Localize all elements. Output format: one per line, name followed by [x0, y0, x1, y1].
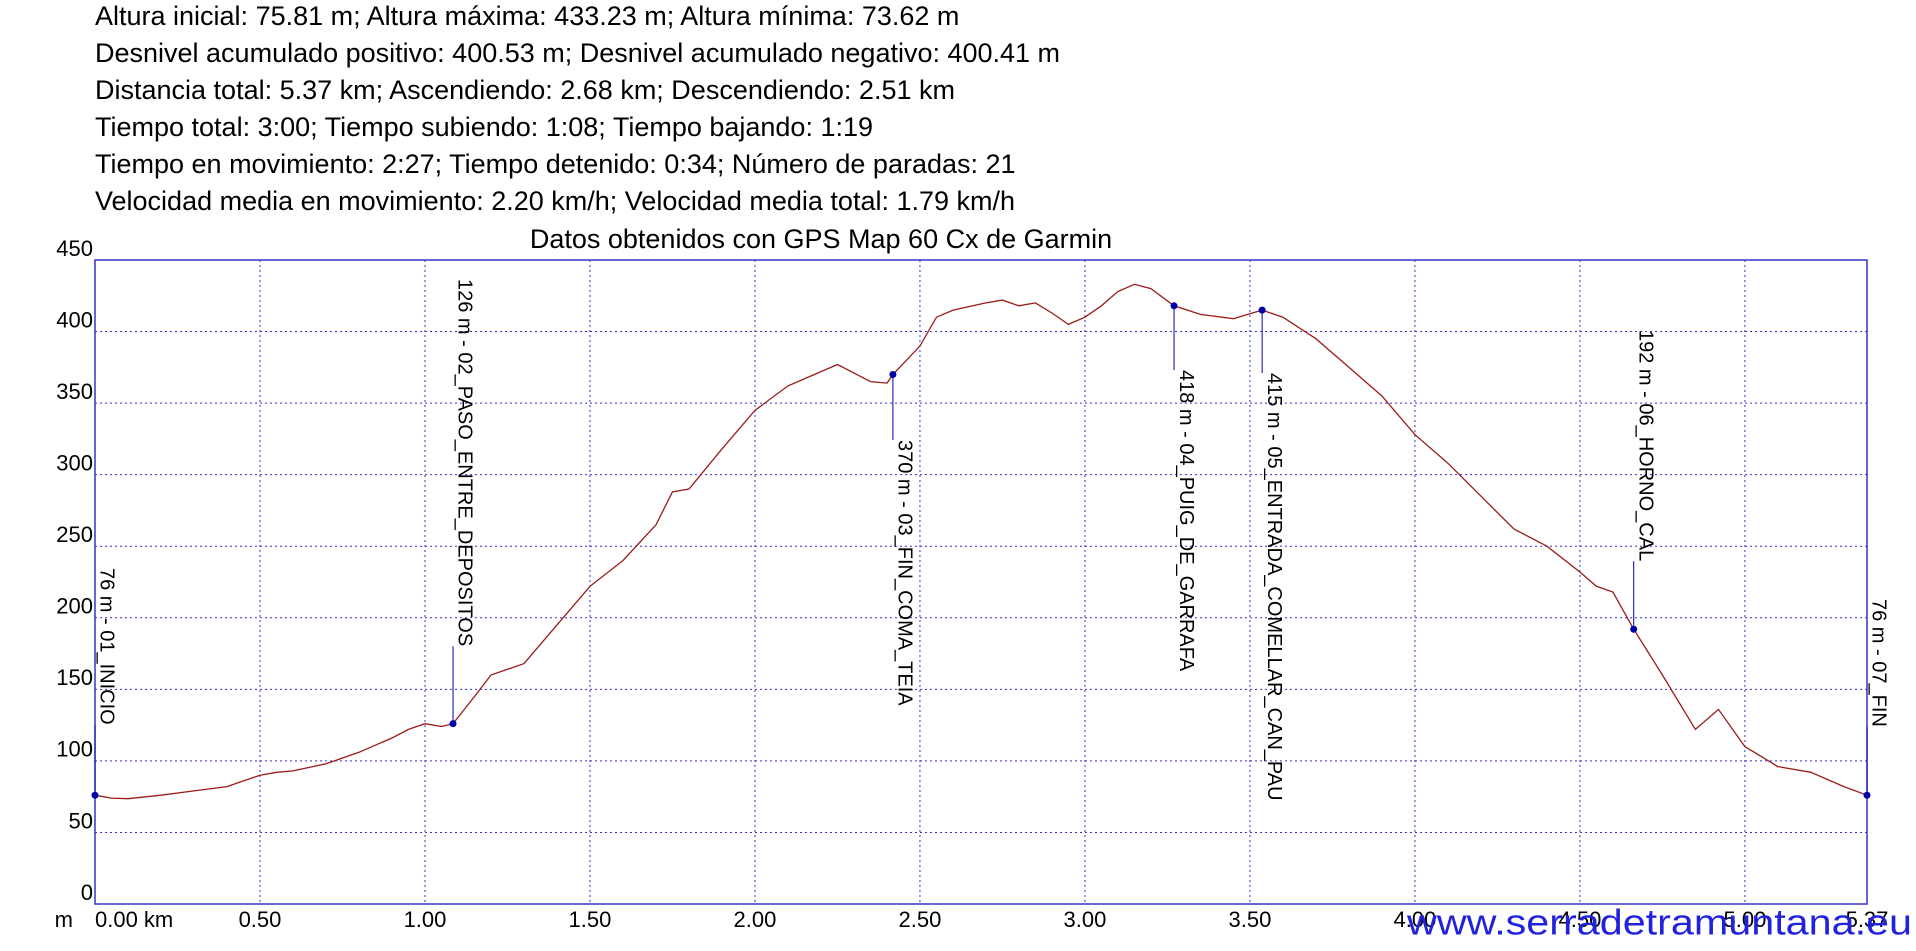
y-tick-label: 300: [56, 450, 93, 475]
waypoint: [889, 370, 897, 378]
waypoint: [1170, 302, 1178, 310]
header-line: Tiempo total: 3:00; Tiempo subiendo: 1:0…: [95, 112, 873, 142]
waypoint: [1863, 791, 1871, 799]
waypoint-label: 76 m - 07_FIN: [1868, 599, 1890, 727]
y-tick-label: 250: [56, 522, 93, 547]
y-tick-label: 150: [56, 665, 93, 690]
header-line: Tiempo en movimiento: 2:27; Tiempo deten…: [95, 149, 1016, 179]
y-tick-label: 100: [56, 737, 93, 762]
waypoint-label: 370 m - 03_FIN_COMA_TEIA: [894, 440, 916, 706]
header-line: Altura inicial: 75.81 m; Altura máxima: …: [95, 1, 959, 31]
waypoint-label: 126 m - 02_PASO_ENTRE_DEPOSITOS: [454, 279, 476, 646]
plot-frame: [94, 259, 1868, 905]
waypoint: [91, 791, 99, 799]
x-tick-label: 1.00: [404, 907, 447, 932]
waypoint-label: 418 m - 04_PUIG_DE_GARRAFA: [1175, 370, 1197, 672]
header-line: Velocidad media en movimiento: 2.20 km/h…: [95, 186, 1015, 216]
elevation-line: [94, 283, 1868, 800]
waypoint: [449, 720, 457, 728]
x-tick-label: 5.00: [1723, 907, 1766, 932]
x-tick-label: 1.50: [569, 907, 612, 932]
header-line: Desnivel acumulado positivo: 400.53 m; D…: [95, 38, 1060, 68]
x-tick-label: 4.00: [1394, 907, 1437, 932]
y-tick-label: 400: [56, 307, 93, 332]
y-tick-label: 0: [81, 880, 93, 905]
y-tick-label: 50: [69, 808, 93, 833]
x-tick-label: 2.50: [899, 907, 942, 932]
x-tick-label: 0.50: [239, 907, 282, 932]
x-tick-label: 4.50: [1559, 907, 1602, 932]
header-line: Distancia total: 5.37 km; Ascendiendo: 2…: [95, 75, 955, 105]
x-tick-label: 3.00: [1064, 907, 1107, 932]
x-tick-label: 3.50: [1229, 907, 1272, 932]
x-tick-label: 5.37: [1846, 907, 1889, 932]
waypoint: [1630, 625, 1638, 633]
watermark: www.serradetramuntana.eu: [1406, 902, 1912, 943]
y-axis-unit: m: [55, 907, 73, 932]
x-tick-label: 2.00: [734, 907, 777, 932]
y-tick-label: 200: [56, 594, 93, 619]
subtitle: Datos obtenidos con GPS Map 60 Cx de Gar…: [530, 224, 1112, 254]
waypoint: [1258, 306, 1266, 314]
waypoint-label: 192 m - 06_HORNO_CAL: [1634, 330, 1656, 561]
x-tick-label: 0.00 km: [95, 907, 173, 932]
y-tick-label: 350: [56, 379, 93, 404]
y-tick-label: 450: [56, 236, 93, 261]
waypoint-label: 415 m - 05_ENTRADA_COMELLAR_CAN_PAU: [1263, 373, 1285, 801]
waypoint-label: 76 m - 01_INICIO: [96, 568, 118, 725]
